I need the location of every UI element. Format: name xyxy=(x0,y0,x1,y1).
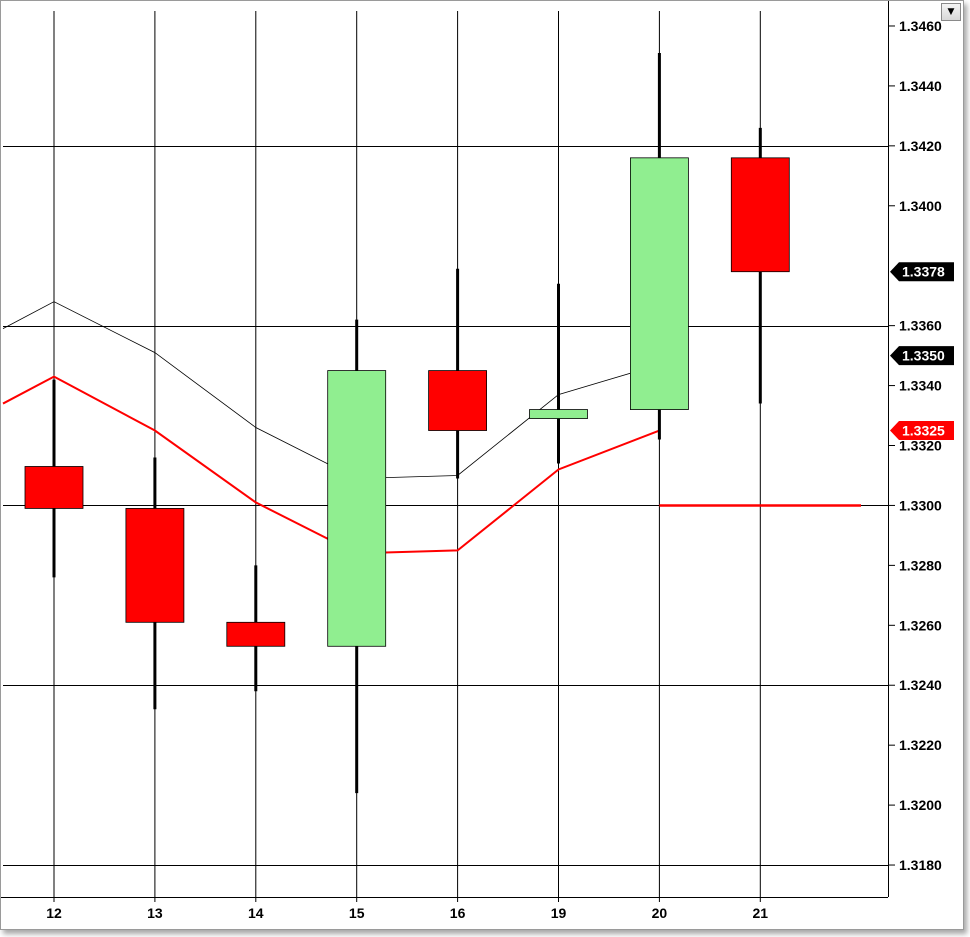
y-tick-label: 1.3200 xyxy=(899,797,942,813)
indicator-line-1 xyxy=(2,301,660,479)
chart-menu-button[interactable]: ▼ xyxy=(941,3,961,21)
x-tick-label: 12 xyxy=(46,905,62,921)
y-tick-label: 1.3420 xyxy=(899,138,942,154)
axes xyxy=(1,1,889,898)
chevron-down-icon: ▼ xyxy=(947,6,955,17)
indicator-line-2 xyxy=(2,375,660,555)
y-tick-label: 1.3180 xyxy=(899,857,942,873)
grid-lines xyxy=(3,11,888,897)
y-tick-label: 1.3320 xyxy=(899,438,942,454)
price-badge: 1.3350 xyxy=(890,346,954,366)
y-tick-label: 1.3460 xyxy=(899,18,942,34)
y-tick-label: 1.3280 xyxy=(899,557,942,573)
price-badge: 1.3325 xyxy=(890,421,954,441)
x-tick-label: 20 xyxy=(652,905,668,921)
y-tick-label: 1.3340 xyxy=(899,378,942,394)
candle-body xyxy=(630,157,689,410)
price-badge-label: 1.3325 xyxy=(902,423,945,439)
y-tick-label: 1.3240 xyxy=(899,677,942,693)
price-badge-shape xyxy=(890,346,954,366)
price-badge: 1.3378 xyxy=(890,262,954,282)
candle-body xyxy=(226,621,286,647)
y-tick-label: 1.3440 xyxy=(899,78,942,94)
x-tick-label: 19 xyxy=(551,905,567,921)
price-badge-shape xyxy=(890,262,954,282)
price-badge-label: 1.3378 xyxy=(902,264,945,280)
y-tick-label: 1.3260 xyxy=(899,617,942,633)
x-tick-label: 14 xyxy=(248,905,264,921)
price-badges: 1.3378 1.3350 1.3325 xyxy=(890,262,954,441)
candle-body xyxy=(327,370,387,647)
candle-body xyxy=(24,466,84,509)
y-tick-label: 1.3400 xyxy=(899,198,942,214)
price-badge-shape xyxy=(890,421,954,441)
y-tick-label: 1.3360 xyxy=(899,318,942,334)
price-badge-label: 1.3350 xyxy=(902,348,945,364)
x-tick-label: 15 xyxy=(349,905,365,921)
candles xyxy=(24,52,790,794)
x-tick-label: 16 xyxy=(450,905,466,921)
x-axis-ticks: 12 13 14 15 16 19 20 21 xyxy=(46,897,768,921)
y-tick-label: 1.3220 xyxy=(899,737,942,753)
candle-body xyxy=(125,508,185,623)
candle-body xyxy=(529,409,588,419)
y-axis-ticks: 1.3460 1.3440 1.3420 1.3400 1.3360 1.3340 1.33… xyxy=(888,18,942,873)
x-tick-label: 13 xyxy=(147,905,163,921)
y-tick-label: 1.3300 xyxy=(899,497,942,513)
x-tick-label: 21 xyxy=(753,905,769,921)
indicator-lines xyxy=(2,301,861,555)
candle-body xyxy=(730,157,790,273)
candle-body xyxy=(428,370,488,431)
